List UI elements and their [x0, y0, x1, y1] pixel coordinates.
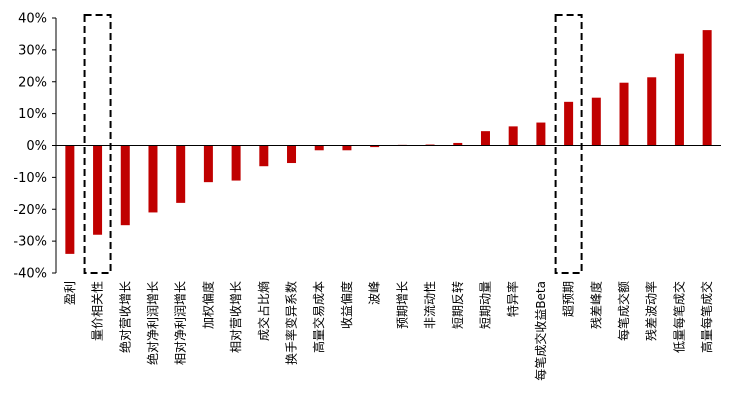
highlight-boxes	[83, 14, 583, 274]
x-tick-label: 绝对营收增长	[117, 281, 132, 353]
x-tick-label: 绝对净利润增长	[145, 281, 160, 365]
x-axis: 盈利 量价相关性 绝对营收增长 绝对净利润增长 相对净利润增长 加权偏度 相对营收增长 成交占…	[56, 145, 721, 381]
highlight-box	[83, 14, 112, 274]
highlight-box	[554, 14, 583, 274]
bar	[453, 142, 463, 146]
bar	[314, 145, 324, 151]
x-tick-label: 量价相关性	[91, 281, 105, 341]
x-tick-label: 非流动性	[423, 281, 437, 329]
x-tick-label: 高量交易成本	[311, 281, 326, 353]
bar	[342, 145, 352, 151]
y-tick-label: 0%	[26, 139, 47, 154]
x-tick-label: 残差峰度	[588, 281, 603, 329]
bar	[148, 145, 158, 213]
x-tick-label: 盈利	[63, 281, 77, 305]
bar	[93, 145, 103, 235]
x-tick-label: 高量每笔成交	[699, 281, 714, 353]
x-tick-label: 预期增长	[395, 281, 409, 329]
x-tick-label: 波峰	[368, 281, 382, 305]
bar	[203, 145, 213, 183]
y-tick-label: -20%	[13, 203, 47, 218]
bar	[619, 82, 629, 146]
bar	[564, 101, 574, 146]
bar	[259, 145, 269, 167]
x-tick-label: 特异率	[505, 281, 520, 317]
bars	[65, 30, 712, 254]
x-tick-label: 短期动量	[478, 281, 492, 329]
x-tick-label: 低量每笔成交	[671, 281, 686, 353]
y-tick-label: 20%	[18, 75, 47, 90]
x-tick-label: 残差波动率	[644, 281, 659, 341]
y-tick-label: -30%	[13, 235, 47, 250]
bar	[591, 97, 601, 146]
bar	[120, 145, 130, 226]
bar	[370, 145, 380, 148]
bar	[702, 30, 712, 146]
y-axis: 40% 30% 20% 10% 0% -10% -20% -30% -40%	[13, 12, 57, 282]
bar	[536, 122, 546, 146]
bar	[65, 145, 75, 254]
y-tick-label: 30%	[18, 43, 47, 58]
x-tick-label: 每笔成交收益Beta	[533, 281, 548, 381]
x-tick-label: 相对营收增长	[229, 281, 243, 353]
bar	[508, 126, 518, 146]
bar	[674, 53, 684, 146]
x-tick-label: 超预期	[561, 281, 576, 317]
x-tick-label: 每笔成交额	[616, 281, 631, 341]
x-tick-label: 相对净利润增长	[174, 281, 188, 365]
x-tick-label: 加权偏度	[200, 281, 215, 329]
bar	[480, 131, 490, 146]
x-tick-label: 换手率变异系数	[284, 281, 299, 365]
y-tick-label: 40%	[18, 12, 47, 27]
bar	[647, 77, 657, 146]
x-tick-label: 收益偏度	[339, 281, 354, 329]
y-tick-label: -40%	[13, 267, 47, 282]
bar	[176, 145, 186, 203]
x-tick-label: 成交占比熵	[256, 281, 271, 341]
y-tick-label: 10%	[18, 107, 47, 122]
bar	[231, 145, 241, 181]
x-tick-label: 短期反转	[450, 281, 465, 329]
bar	[287, 145, 297, 164]
y-tick-label: -10%	[13, 171, 47, 186]
